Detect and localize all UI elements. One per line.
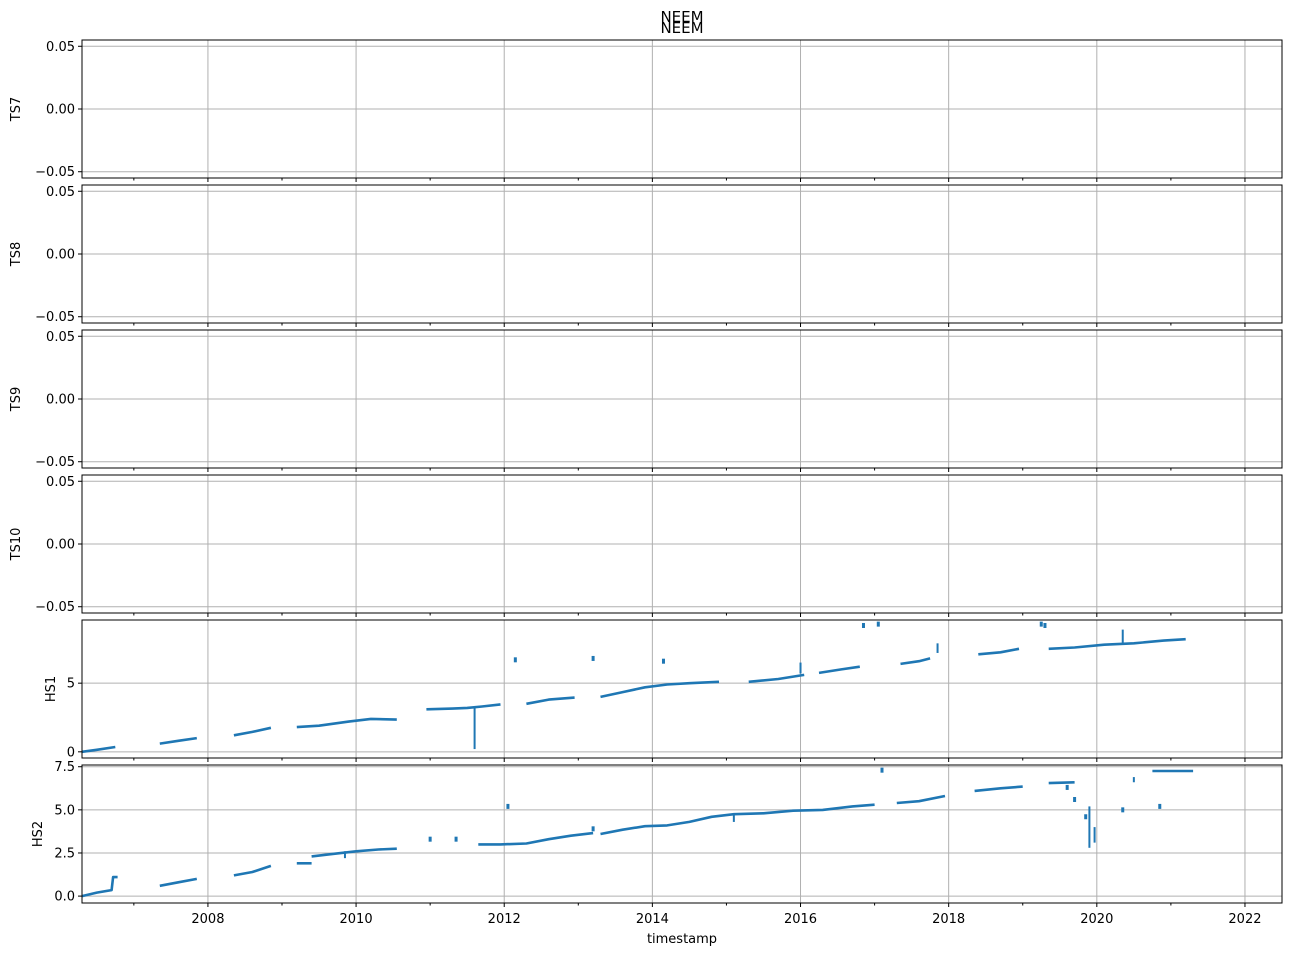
y-tick-label: 2.5: [54, 846, 75, 861]
series-segment: [159, 736, 197, 745]
y-axis-label: TS9: [9, 387, 24, 412]
y-tick-label: −0.05: [35, 600, 75, 615]
series-point: [1121, 807, 1125, 813]
y-tick-label: 0.00: [46, 393, 75, 408]
x-axis-tick-labels: 2008 2010 2012 2014 2016 2018 2020 2022: [191, 912, 1261, 927]
figure-title-2: NEEM: [660, 19, 703, 37]
y-tick-label: −0.05: [35, 165, 75, 180]
series-point: [1158, 803, 1162, 809]
subplot-ts10: −0.05 0.00 0.05 TS10: [9, 474, 1283, 617]
series-segment: [233, 864, 272, 877]
series-point: [1073, 797, 1077, 802]
axes-frame: [81, 329, 1283, 469]
series-point: [513, 657, 517, 663]
series-segment: [900, 657, 931, 666]
series-point: [861, 622, 865, 628]
axes-frame: [81, 184, 1283, 324]
series-segment: [896, 794, 946, 805]
series-point: [1043, 622, 1047, 628]
x-axis-label: timestamp: [647, 932, 717, 947]
series-point: [506, 803, 510, 809]
series-segment: [978, 647, 1020, 656]
y-tick-label: 0.00: [46, 538, 75, 553]
subplot-hs1: 0 5 HS1: [44, 619, 1283, 762]
x-tick-label: 2020: [1080, 912, 1113, 927]
series-segment: [1048, 781, 1075, 785]
series-segment: [974, 785, 1023, 793]
series-segment: [159, 877, 198, 888]
series-point: [1039, 621, 1043, 627]
subplot-ts9: −0.05 0.00 0.05 TS9: [9, 329, 1283, 472]
axes-frame: [81, 764, 1283, 904]
series-segment: [600, 680, 720, 699]
series-segment: [1048, 637, 1186, 651]
y-tick-label: 0.00: [46, 248, 75, 263]
subplot-ts7: −0.05 0.00 0.05 TS7: [9, 39, 1283, 182]
x-tick-label: 2016: [784, 912, 817, 927]
y-axis-label: HS2: [31, 821, 46, 847]
y-tick-label: 0.05: [46, 475, 75, 490]
series-segment: [478, 831, 594, 846]
series-segment: [748, 673, 805, 684]
x-tick-label: 2014: [636, 912, 669, 927]
series-segment: [233, 726, 272, 737]
y-axis-label: HS1: [44, 676, 59, 702]
y-tick-label: 7.5: [54, 760, 75, 775]
series-segment: [526, 696, 575, 706]
series-point: [454, 836, 458, 842]
x-tick-label: 2008: [191, 912, 224, 927]
y-tick-label: −0.05: [35, 455, 75, 470]
subplot-panels: −0.050.000.05TS7−0.050.000.05TS8−0.050.0…: [9, 39, 1283, 907]
series-point: [880, 767, 884, 773]
x-tick-label: 2010: [340, 912, 373, 927]
axes-frame: [81, 39, 1283, 179]
y-axis-label: TS7: [9, 97, 24, 122]
series-point: [591, 655, 595, 661]
x-tick-label: 2018: [932, 912, 965, 927]
y-tick-label: 0.05: [46, 330, 75, 345]
series-segment: [600, 803, 875, 836]
subplot-ts8: −0.05 0.00 0.05 TS8: [9, 184, 1283, 327]
figure-title-1: NEEM: [660, 8, 703, 26]
y-axis-label: TS10: [9, 528, 24, 562]
y-tick-label: 0.0: [54, 890, 75, 905]
series-segment: [81, 745, 116, 754]
series-segment: [818, 665, 860, 675]
series-point: [1084, 814, 1088, 820]
axes-frame: [81, 474, 1283, 614]
y-tick-label: 5.0: [54, 803, 75, 818]
series-point: [428, 836, 432, 842]
y-axis-label: TS8: [9, 242, 24, 267]
series-point: [876, 621, 880, 627]
series-point: [1065, 784, 1069, 790]
x-tick-label: 2022: [1228, 912, 1261, 927]
series-point: [661, 658, 665, 664]
y-tick-label: −0.05: [35, 310, 75, 325]
series-point: [591, 826, 595, 832]
y-tick-label: 5: [67, 677, 75, 692]
series-segment: [296, 717, 397, 729]
y-tick-label: 0.00: [46, 103, 75, 118]
subplot-hs2: 0.0 2.5 5.0 7.5 HS2: [31, 760, 1283, 907]
series-segment: [81, 875, 118, 898]
series-segment: [311, 847, 397, 858]
y-tick-label: 0: [67, 745, 75, 760]
series-segment: [426, 703, 501, 711]
axes-frame: [81, 619, 1283, 759]
x-tick-label: 2012: [488, 912, 521, 927]
y-tick-label: 0.05: [46, 40, 75, 55]
y-tick-label: 0.05: [46, 185, 75, 200]
